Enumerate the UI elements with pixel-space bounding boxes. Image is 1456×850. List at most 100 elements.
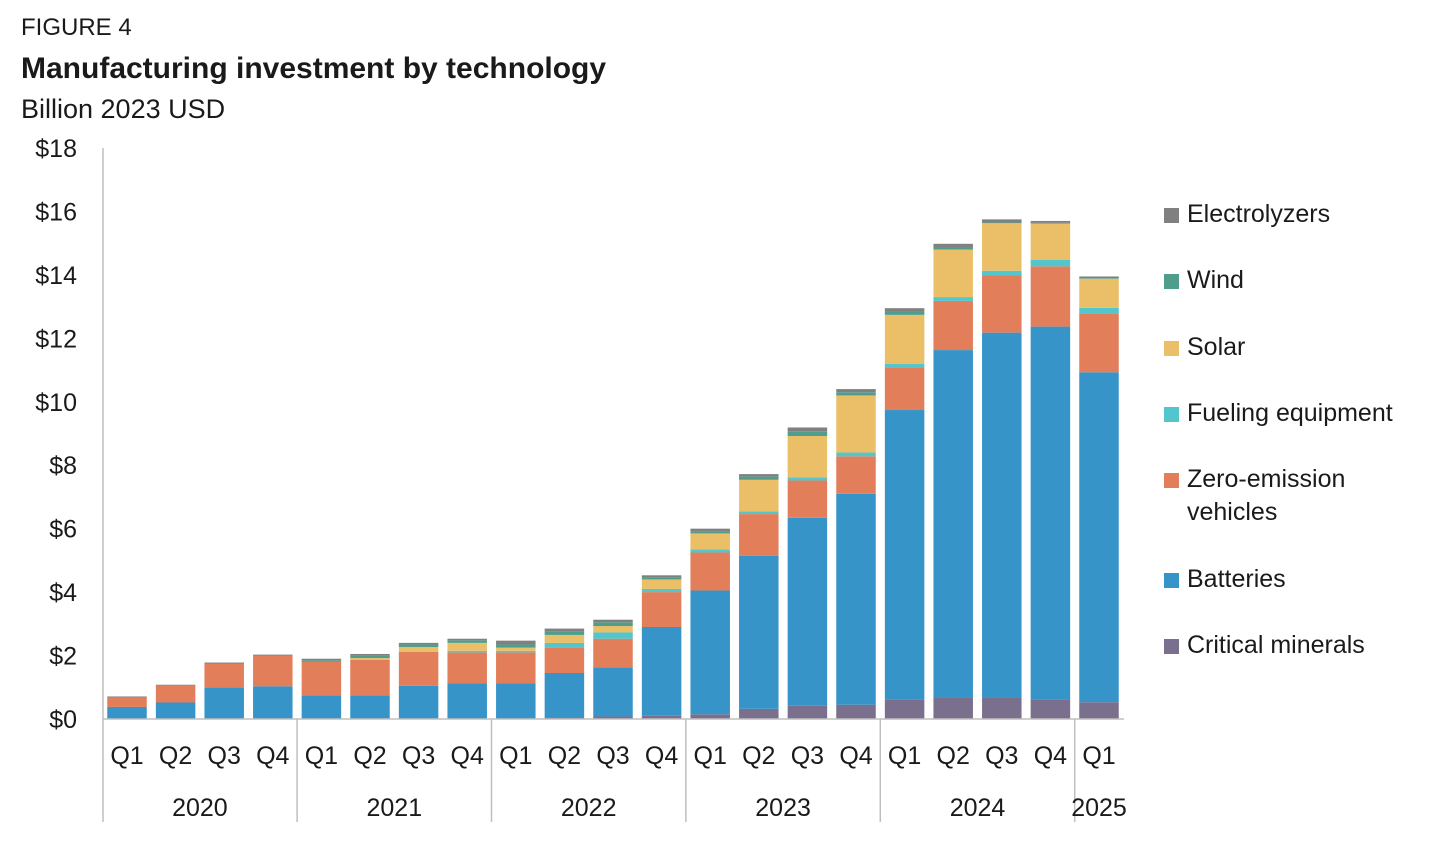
bar-segment-solar (350, 658, 390, 660)
bar-segment-batteries (982, 332, 1022, 698)
bar-segment-solar (641, 579, 682, 589)
bar-segment-electrolyzers (787, 427, 828, 432)
bar-segment-electrolyzers (155, 684, 196, 686)
bar-segment-batteries (107, 706, 147, 719)
bar-segment-fueling-equipment (787, 477, 828, 481)
legend-label: Batteries (1187, 565, 1286, 593)
bar-segment-wind (350, 655, 390, 659)
bar-segment-zero-emission-vehicles (739, 514, 779, 556)
bar-segment-electrolyzers (982, 219, 1022, 223)
bar-segment-batteries (739, 555, 779, 709)
bar-segment-wind (641, 577, 682, 580)
bar-segment-wind (1079, 278, 1119, 279)
bar-segment-electrolyzers (884, 308, 925, 312)
bar-segment-critical-minerals (982, 697, 1022, 719)
bar-segment-batteries (884, 410, 925, 700)
bar-segment-solar (496, 647, 536, 651)
x-tick-label: Q4 (256, 742, 289, 770)
bar-segment-wind (836, 392, 876, 396)
bar-segment-zero-emission-vehicles (1030, 266, 1071, 327)
bar-segment-electrolyzers (496, 640, 536, 645)
legend-swatch (1164, 639, 1179, 654)
bar-segment-solar (593, 626, 633, 633)
bar-segment-zero-emission-vehicles (836, 456, 876, 494)
bar-segment-solar (739, 479, 779, 512)
bar-segment-batteries (641, 627, 682, 716)
bar-segment-zero-emission-vehicles (253, 655, 293, 687)
figure-label: FIGURE 4 (21, 14, 132, 41)
year-label: 2025 (1071, 794, 1127, 822)
legend-label: Wind (1187, 266, 1244, 294)
bar-segment-zero-emission-vehicles (593, 638, 633, 668)
bar-segment-critical-minerals (739, 708, 779, 719)
bar-segment-electrolyzers (1079, 276, 1119, 279)
legend-label: Fueling equipment (1187, 399, 1393, 427)
legend-swatch (1164, 573, 1179, 588)
y-tick-label: $2 (49, 643, 77, 671)
bar-segment-solar (1079, 278, 1119, 308)
x-tick-label: Q4 (451, 742, 484, 770)
bar-segment-fueling-equipment (496, 650, 536, 653)
bar-segment-batteries (350, 695, 390, 719)
bar-segment-electrolyzers (1030, 220, 1071, 223)
bar-segment-fueling-equipment (884, 364, 925, 368)
bar-segment-batteries (690, 590, 730, 715)
bar-segment-electrolyzers (933, 243, 973, 247)
bar-segment-critical-minerals (787, 705, 828, 719)
bar-segment-critical-minerals (690, 714, 730, 719)
year-label: 2022 (561, 794, 617, 822)
bar-segment-electrolyzers (739, 474, 779, 477)
year-label: 2021 (366, 794, 422, 822)
bar-segment-solar (447, 642, 487, 651)
bar-segment-fueling-equipment (836, 452, 876, 457)
bar-segment-zero-emission-vehicles (496, 652, 536, 684)
y-tick-label: $8 (49, 452, 77, 480)
y-tick-label: $10 (35, 389, 77, 417)
x-tick-label: Q1 (499, 742, 532, 770)
bar-segment-critical-minerals (933, 697, 973, 719)
bar-segment-wind (690, 531, 730, 534)
x-tick-label: Q2 (937, 742, 970, 770)
bar-segment-solar (1030, 223, 1071, 260)
bar-segment-zero-emission-vehicles (787, 480, 828, 518)
bar-segment-zero-emission-vehicles (641, 592, 682, 628)
bar-segment-batteries (593, 667, 633, 717)
bar-segment-fueling-equipment (690, 549, 730, 553)
bar-segment-electrolyzers (641, 575, 682, 578)
chart-title: Manufacturing investment by technology (21, 52, 607, 85)
bar-segment-electrolyzers (447, 638, 487, 641)
bar-segment-fueling-equipment (447, 650, 487, 653)
bar-segment-electrolyzers (398, 642, 439, 645)
bar-segment-solar (398, 646, 439, 652)
bar-segment-solar (884, 314, 925, 365)
bar-segment-fueling-equipment (933, 297, 973, 301)
x-tick-label: Q1 (110, 742, 143, 770)
year-label: 2020 (172, 794, 228, 822)
bar-segment-batteries (933, 350, 973, 698)
bar-segment-solar (982, 223, 1022, 271)
bar-segment-zero-emission-vehicles (301, 661, 342, 696)
bar-segment-wind (447, 640, 487, 643)
bar-segment-wind (787, 431, 828, 437)
bar-segment-batteries (544, 673, 585, 718)
bar-segment-critical-minerals (593, 716, 633, 719)
bar-segment-wind (1030, 222, 1071, 224)
bar-segment-wind (301, 660, 342, 662)
bar-segment-fueling-equipment (739, 511, 779, 515)
legend-swatch (1164, 407, 1179, 422)
bar-segment-zero-emission-vehicles (933, 300, 973, 351)
legend-label: Electrolyzers (1187, 200, 1331, 228)
y-tick-label: $14 (35, 262, 77, 290)
y-tick-label: $0 (49, 706, 77, 734)
bar-segment-wind (544, 631, 585, 635)
x-tick-label: Q4 (645, 742, 678, 770)
bar-segment-fueling-equipment (1079, 307, 1119, 314)
bar-segment-zero-emission-vehicles (982, 275, 1022, 333)
bar-segment-fueling-equipment (641, 588, 682, 593)
bar-segment-electrolyzers (253, 654, 293, 656)
bar-segment-electrolyzers (593, 619, 633, 623)
bar-segment-wind (739, 476, 779, 480)
bar-segment-zero-emission-vehicles (1079, 313, 1119, 373)
legend-swatch (1164, 274, 1179, 289)
bar-segment-wind (933, 246, 973, 250)
